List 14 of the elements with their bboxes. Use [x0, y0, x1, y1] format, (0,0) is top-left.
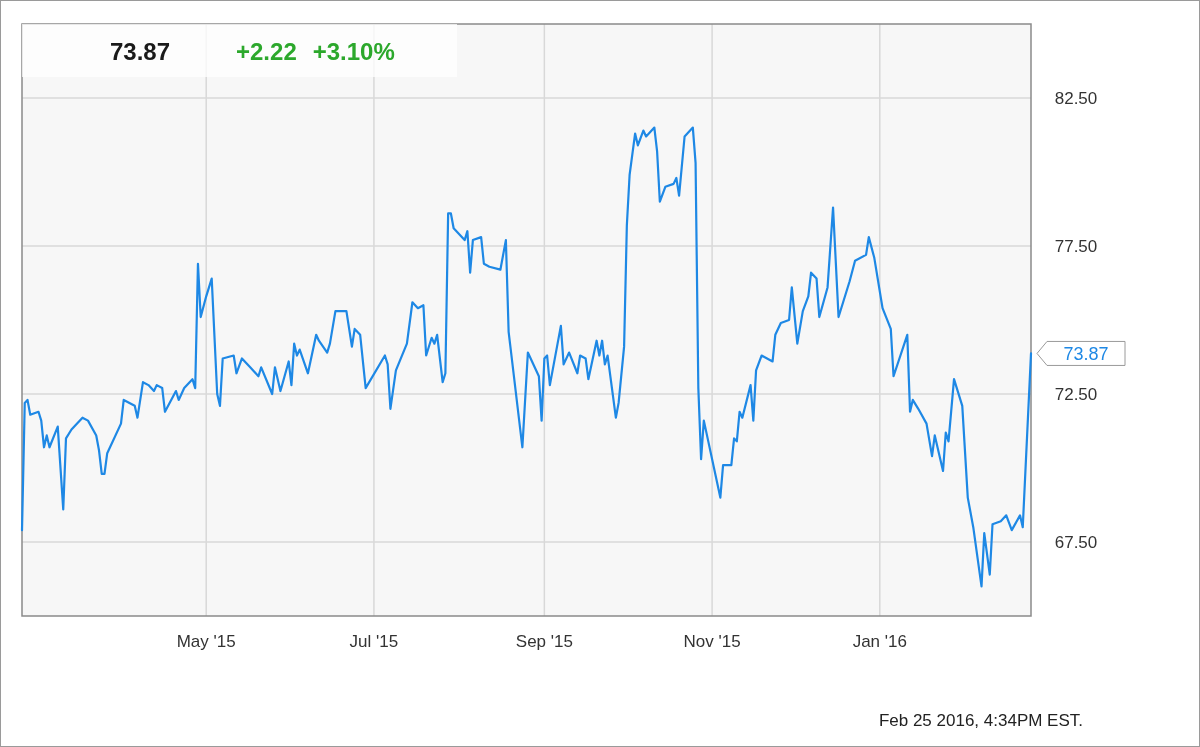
- y-tick-label: 77.50: [1054, 237, 1098, 256]
- annotation: 73.87: [1063, 344, 1109, 365]
- x-tick-label: Sep '15: [515, 632, 573, 651]
- text: +2.22 +3.10%: [236, 38, 395, 65]
- x-tick-label: Nov '15: [683, 632, 741, 651]
- text: 73.87: [110, 38, 171, 65]
- y-tick-label: 67.50: [1054, 533, 1098, 552]
- x-tick-label: Jul '15: [349, 632, 399, 651]
- text: Feb 25 2016, 4:34PM EST.: [878, 711, 1083, 730]
- x-tick-label: May '15: [176, 632, 236, 651]
- y-tick-label: 72.50: [1054, 385, 1098, 404]
- x-tick-label: Jan '16: [852, 632, 907, 651]
- y-tick-label: 82.50: [1054, 89, 1098, 108]
- line-series: [20, 126, 1033, 588]
